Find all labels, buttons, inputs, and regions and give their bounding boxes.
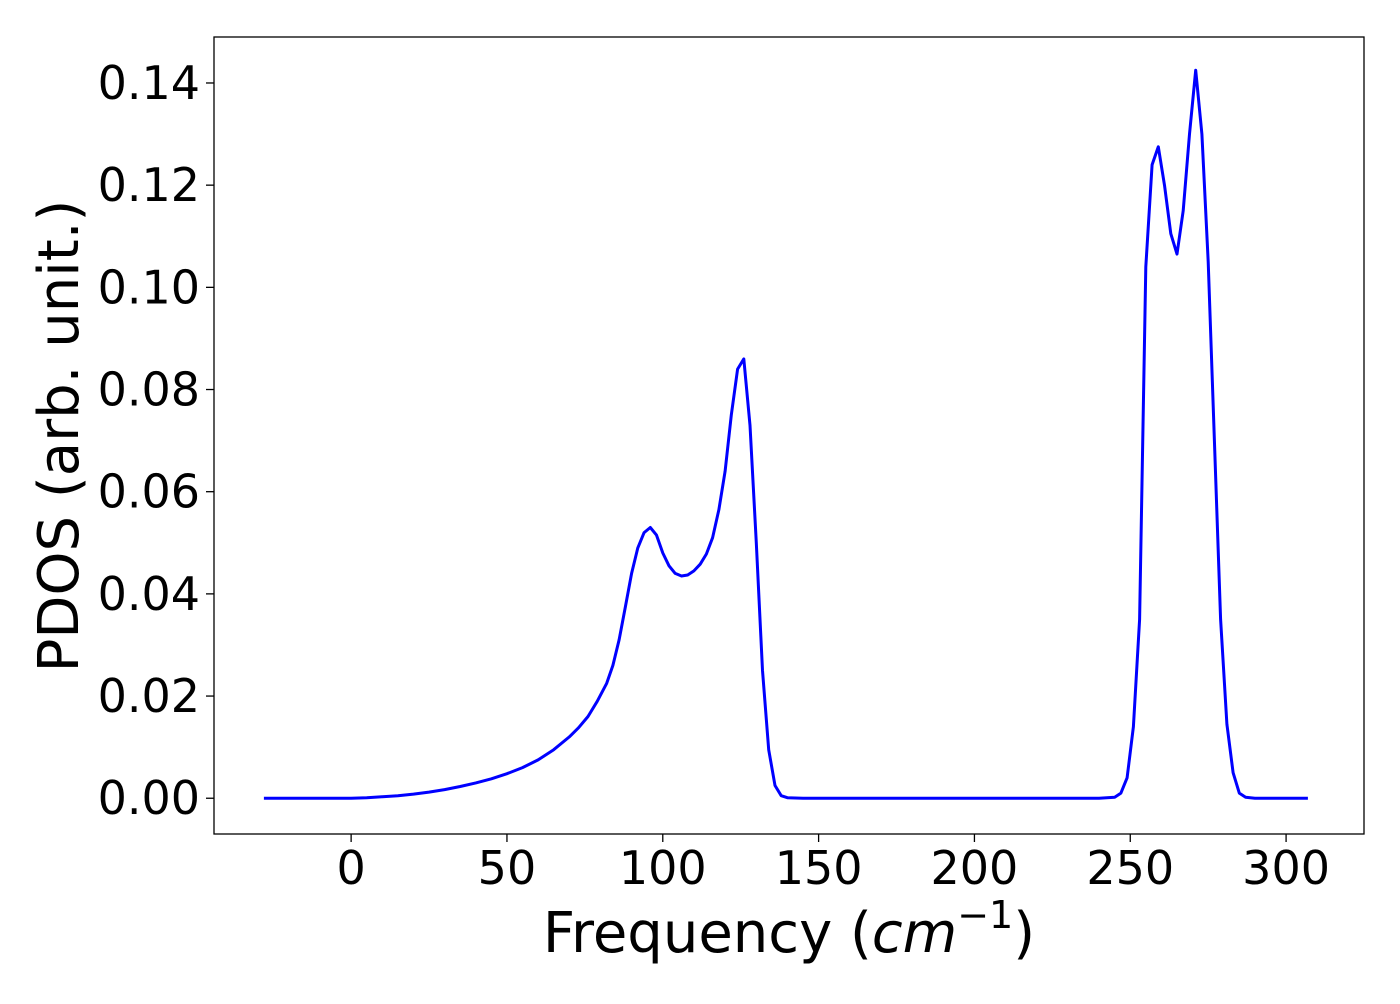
x-tick-label: 250 xyxy=(1086,841,1174,895)
y-tick-label: 0.00 xyxy=(98,771,200,825)
y-tick-label: 0.04 xyxy=(98,567,200,621)
x-axis-title-unit-exponent: −1 xyxy=(957,893,1013,937)
y-tick-label: 0.10 xyxy=(98,260,200,314)
x-axis-title-suffix: ) xyxy=(1013,901,1035,966)
y-tick-label: 0.06 xyxy=(98,465,200,519)
y-axis-ticks: 0.00 0.02 0.04 0.06 0.08 0.10 0.12 0.14 xyxy=(98,56,214,825)
plot-area xyxy=(214,37,1364,834)
x-tick-label: 200 xyxy=(931,841,1019,895)
x-tick-label: 300 xyxy=(1242,841,1330,895)
y-tick-label: 0.12 xyxy=(98,158,200,212)
y-tick-label: 0.02 xyxy=(98,669,200,723)
x-tick-label: 100 xyxy=(619,841,707,895)
x-axis-title-prefix: Frequency ( xyxy=(543,901,872,966)
y-axis-title: PDOS (arb. unit.) xyxy=(27,200,92,673)
y-tick-label: 0.08 xyxy=(98,363,200,417)
x-tick-label: 50 xyxy=(478,841,537,895)
x-axis-title-unit: cm xyxy=(872,901,957,966)
x-axis-ticks: 0 50 100 150 200 250 300 xyxy=(336,834,1330,895)
x-tick-label: 150 xyxy=(775,841,863,895)
x-axis-title: Frequency (cm−1) xyxy=(543,893,1035,966)
pdos-series-line xyxy=(263,68,1308,800)
y-tick-label: 0.14 xyxy=(98,56,200,110)
x-tick-label: 0 xyxy=(336,841,365,895)
plot-frame xyxy=(213,36,1365,835)
